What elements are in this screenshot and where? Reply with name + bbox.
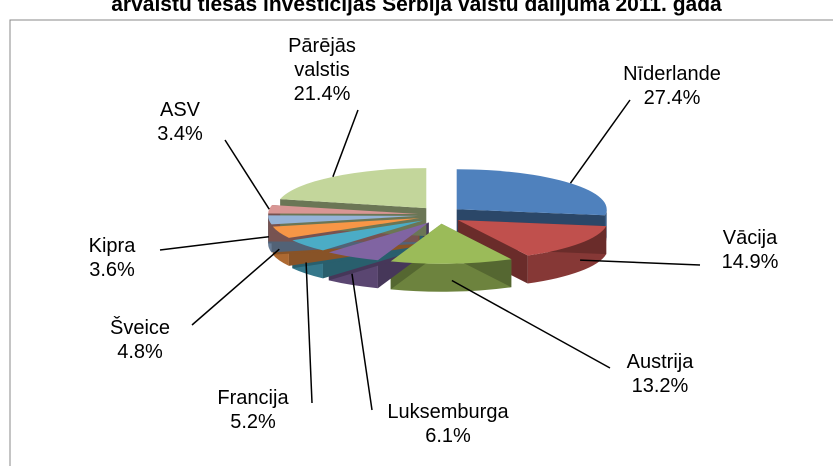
data-label: Pārējās valstis 21.4%: [277, 34, 367, 106]
data-label: Kipra 3.6%: [89, 234, 136, 282]
pie-slice-side: [527, 226, 607, 284]
data-label: Austrija 13.2%: [627, 350, 694, 398]
leader-line: [191, 248, 280, 326]
pie-slice: [456, 169, 607, 216]
label-value: 5.2%: [230, 411, 276, 433]
leader-line: [569, 99, 631, 184]
chart-title: ārvalstu tiešās investīcijas Serbijā val…: [111, 0, 722, 16]
label-name: Nīderlande: [623, 63, 721, 85]
label-name: Francija: [217, 387, 289, 409]
label-value: 13.2%: [631, 375, 689, 397]
label-value: 27.4%: [643, 87, 701, 109]
pie-slice: [328, 222, 429, 261]
label-name: Kipra: [88, 235, 136, 257]
label-value: 3.4%: [157, 123, 203, 145]
leader-lines: [159, 99, 701, 411]
data-label: Vācija 14.9%: [722, 226, 779, 274]
pie-slice: [268, 204, 419, 214]
leader-line: [332, 109, 359, 178]
pie-slice: [272, 218, 420, 238]
leader-line: [159, 235, 269, 251]
label-value: 4.8%: [117, 341, 163, 363]
label-value: 21.4%: [293, 83, 351, 105]
label-name: Pārējās valstis: [288, 35, 356, 81]
leader-line: [305, 262, 313, 404]
pie-tops: [268, 168, 607, 264]
label-name: Vācija: [722, 227, 778, 249]
chart-frame: [9, 19, 833, 466]
pie-slice: [268, 215, 419, 225]
label-name: Austrija: [626, 351, 694, 373]
label-value: 3.6%: [89, 259, 135, 281]
pie-slice: [457, 220, 607, 256]
label-name: ASV: [159, 99, 201, 121]
label-name: Šveice: [109, 317, 171, 339]
pie-slice: [292, 220, 423, 251]
leader-line: [224, 139, 270, 210]
data-label: ASV 3.4%: [157, 98, 203, 146]
data-label: Francija 5.2%: [217, 386, 288, 434]
data-label: Nīderlande 27.4%: [623, 62, 721, 110]
pie-slice: [280, 168, 427, 209]
label-value: 14.9%: [721, 251, 779, 273]
label-name: Luksemburga: [387, 401, 509, 423]
leader-line: [580, 259, 701, 266]
label-value: 6.1%: [425, 425, 471, 447]
data-label: Šveice 4.8%: [110, 316, 170, 364]
pie-slice: [390, 223, 512, 264]
leader-line: [451, 279, 611, 369]
data-label: Luksemburga 6.1%: [387, 400, 508, 448]
leader-line: [351, 273, 373, 411]
